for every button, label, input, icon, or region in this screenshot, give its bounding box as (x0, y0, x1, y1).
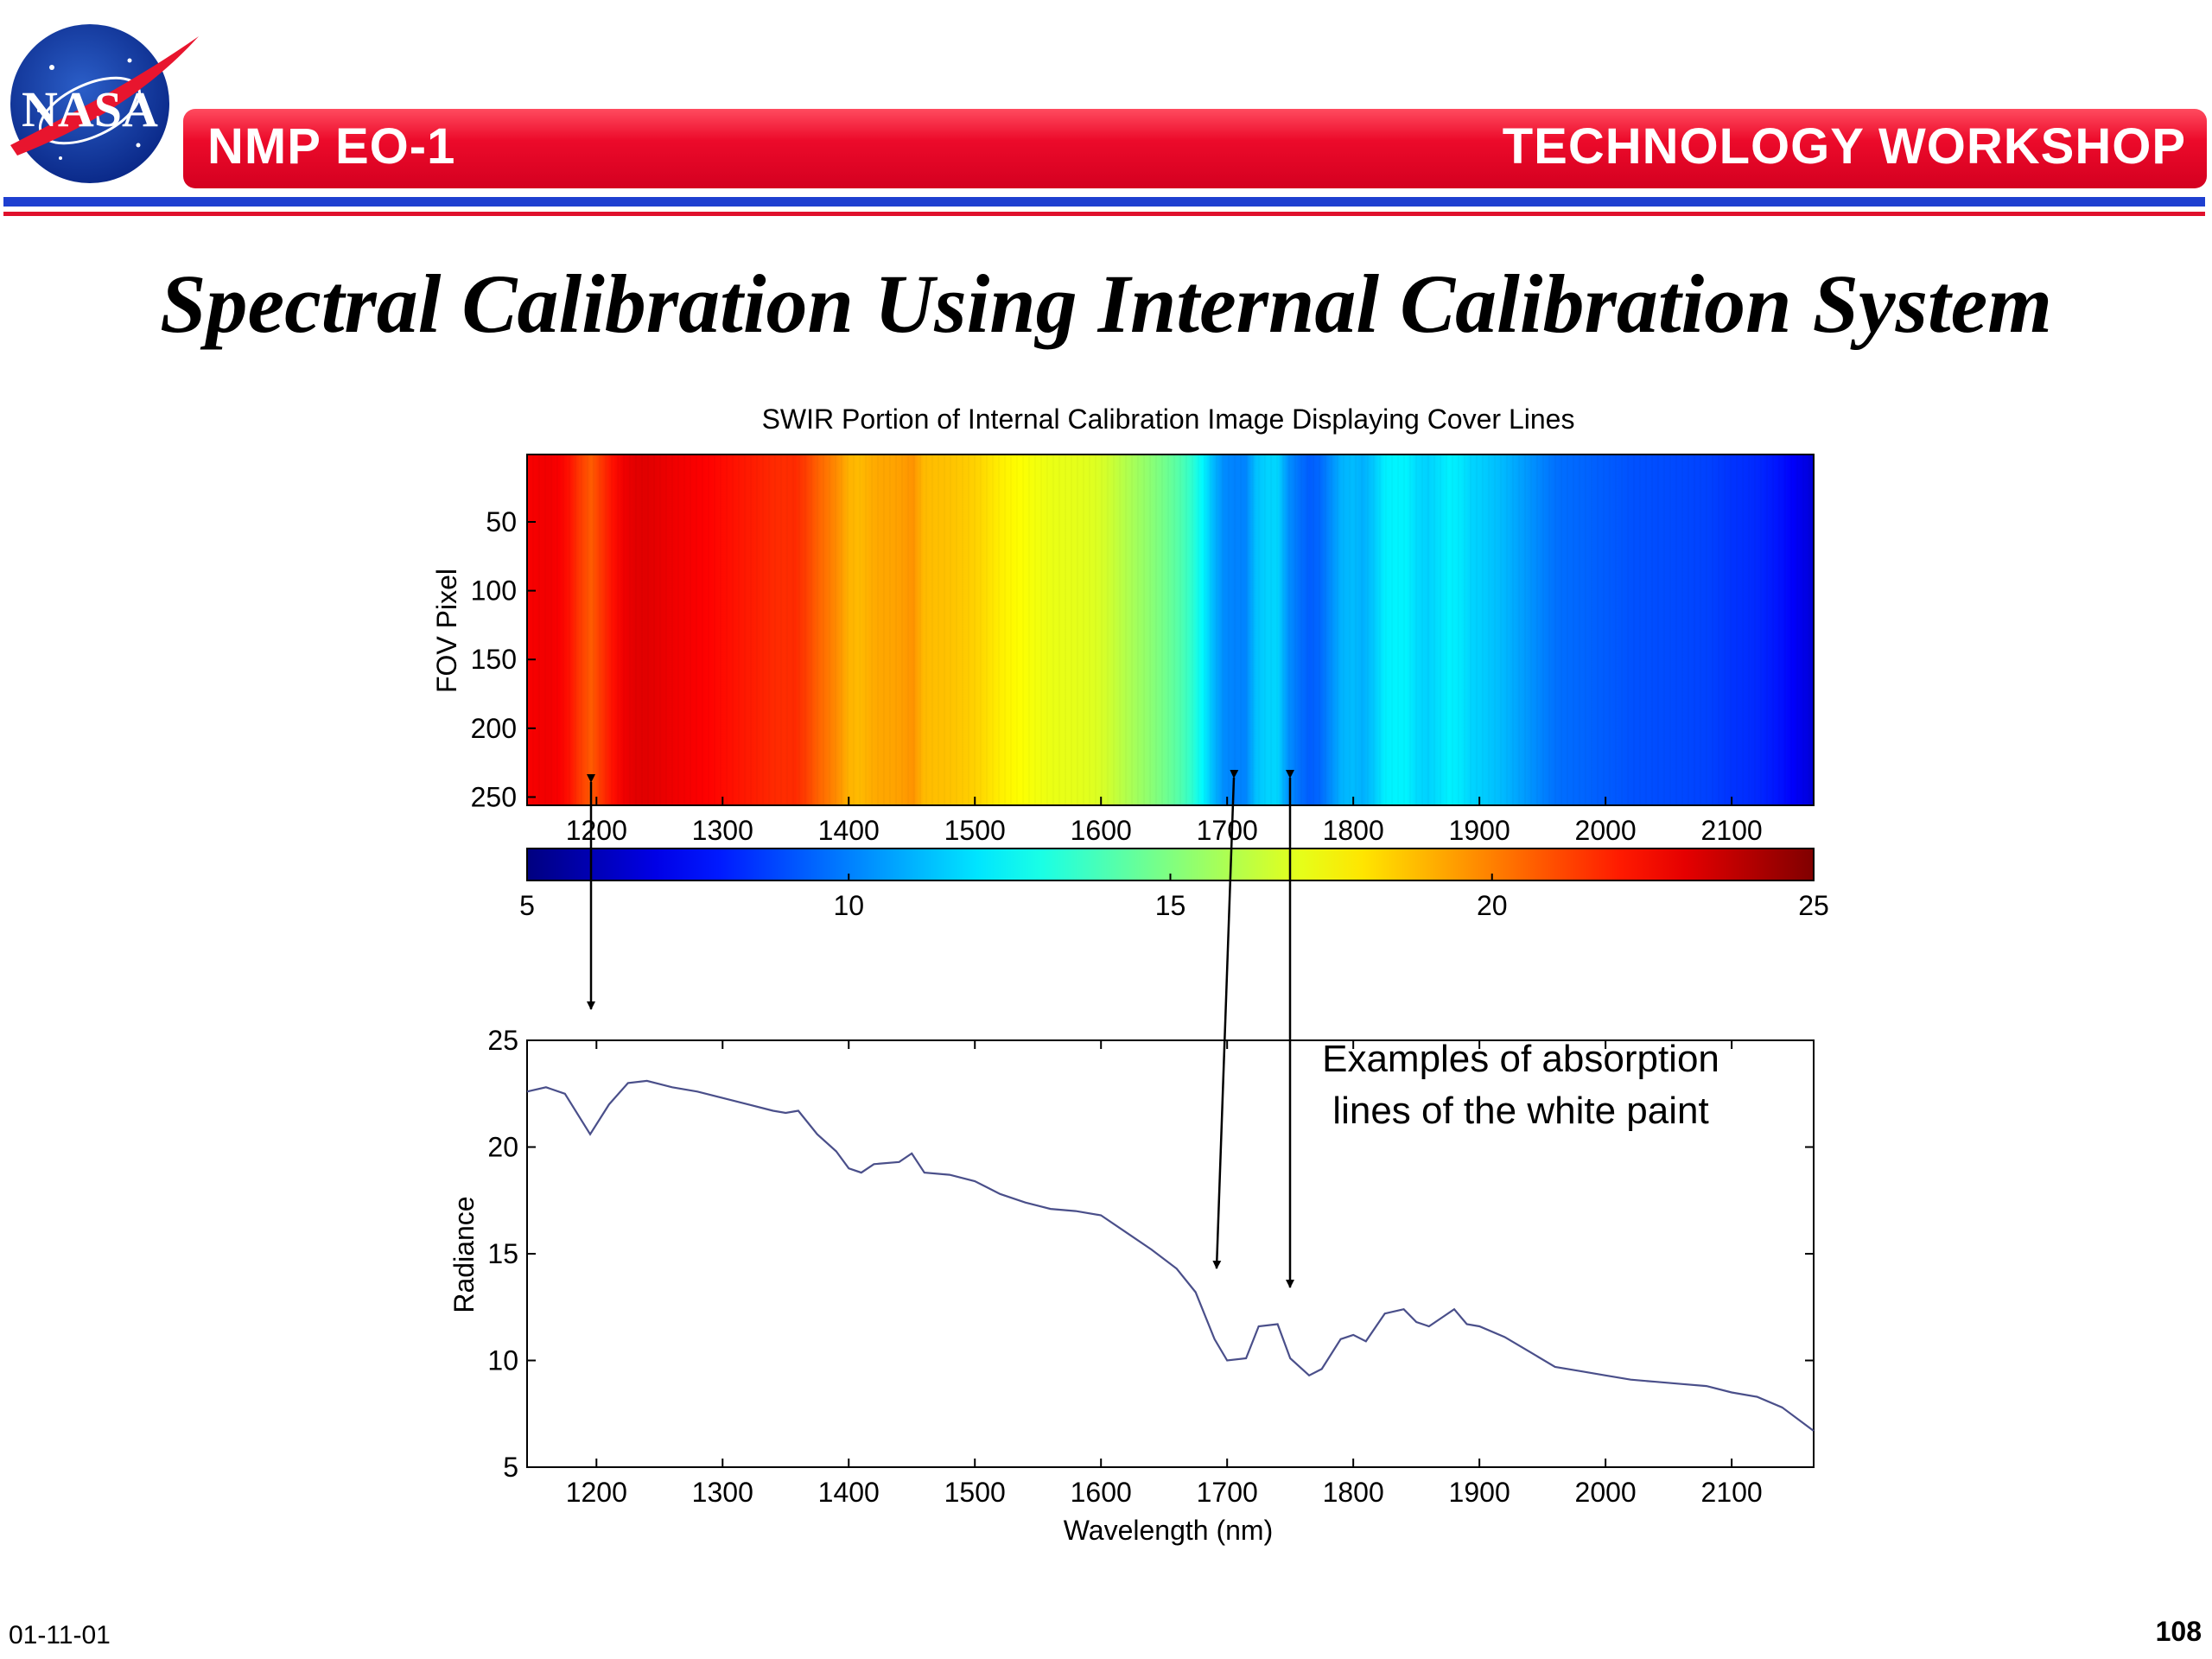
heatmap-x-tick-label: 1400 (818, 815, 880, 846)
heatmap-x-tick-label: 1200 (566, 815, 627, 846)
colorbar-tick-label: 20 (1477, 890, 1508, 921)
heatmap-x-tick-label: 1500 (944, 815, 1006, 846)
line-y-ticks: 5 10 15 20 25 (487, 1025, 1814, 1483)
line-x-ticks: 1200 1300 1400 1500 1600 1700 1800 1900 2000 2100 (566, 1040, 1763, 1508)
heatmap-x-tick-label: 1800 (1323, 815, 1384, 846)
heatmap-title: SWIR Portion of Internal Calibration Ima… (762, 404, 1575, 435)
line-y-tick-label: 25 (487, 1025, 518, 1056)
line-x-tick-label: 1500 (944, 1477, 1006, 1508)
radiance-series-line (526, 1079, 1815, 1432)
line-x-tick-label: 1800 (1323, 1477, 1384, 1508)
heatmap-plot (526, 454, 1815, 806)
nasa-logo: NASA (10, 24, 199, 183)
colorbar-tick-label: 25 (1798, 890, 1829, 921)
line-xlabel: Wavelength (nm) (1064, 1515, 1273, 1546)
heatmap-x-tick-label: 1900 (1449, 815, 1510, 846)
heatmap-frame (526, 454, 1815, 806)
line-x-tick-label: 1200 (566, 1477, 627, 1508)
heatmap-x-tick-label: 2000 (1575, 815, 1637, 846)
line-y-tick-label: 10 (487, 1345, 518, 1376)
heatmap-y-tick-label: 250 (471, 781, 517, 812)
line-y-tick-label: 15 (487, 1238, 518, 1269)
header-banner: NMP EO-1 TECHNOLOGY WORKSHOP (183, 109, 2207, 188)
heatmap-ylabel: FOV Pixel (431, 569, 462, 693)
header-rule-red (3, 212, 2205, 216)
heatmap-y-tick-label: 150 (471, 644, 517, 675)
line-x-tick-label: 1600 (1071, 1477, 1132, 1508)
arrow-1690 (1212, 769, 1239, 1269)
annotation-line-1: Examples of absorption (1322, 1038, 1719, 1080)
header-program: NMP EO-1 (207, 118, 456, 175)
line-ylabel: Radiance (448, 1196, 480, 1313)
page-number: 108 (2155, 1616, 2202, 1647)
line-x-tick-label: 1700 (1197, 1477, 1258, 1508)
header-event: TECHNOLOGY WORKSHOP (1502, 118, 2186, 175)
heatmap-y-tick-label: 200 (471, 713, 517, 744)
heatmap-x-ticks: 1200 1300 1400 1500 1600 1700 1800 1900 2000 2100 (566, 797, 1763, 846)
colorbar-tick-label: 5 (519, 890, 535, 921)
annotation-line-2: lines of the white paint (1332, 1090, 1708, 1132)
absorption-arrows (587, 769, 1294, 1288)
heatmap-y-ticks: 50 100 150 200 250 (471, 506, 536, 812)
line-y-tick-label: 20 (487, 1132, 518, 1163)
line-x-tick-label: 1300 (692, 1477, 753, 1508)
colorbar-tick-label: 10 (833, 890, 864, 921)
heatmap-y-tick-label: 100 (471, 575, 517, 607)
heatmap-x-tick-label: 1700 (1197, 815, 1258, 846)
footer-date: 01-11-01 (9, 1621, 111, 1649)
heatmap-y-tick-label: 50 (486, 506, 517, 537)
slide-title: Spectral Calibration Using Internal Cali… (160, 257, 2052, 350)
nasa-logo-text: NASA (22, 81, 158, 137)
header-rule-blue (3, 197, 2205, 207)
heatmap-x-tick-label: 1300 (692, 815, 753, 846)
line-x-tick-label: 1400 (818, 1477, 880, 1508)
colorbar-tick-label: 15 (1155, 890, 1186, 921)
line-x-tick-label: 2100 (1701, 1477, 1763, 1508)
heatmap-x-tick-label: 1600 (1071, 815, 1132, 846)
line-x-tick-label: 2000 (1575, 1477, 1637, 1508)
line-y-tick-label: 5 (503, 1452, 518, 1483)
colorbar-ticks: 5 10 15 20 25 (519, 874, 1829, 921)
heatmap-image (527, 454, 1814, 805)
line-x-tick-label: 1900 (1449, 1477, 1510, 1508)
heatmap-x-tick-label: 2100 (1701, 815, 1763, 846)
